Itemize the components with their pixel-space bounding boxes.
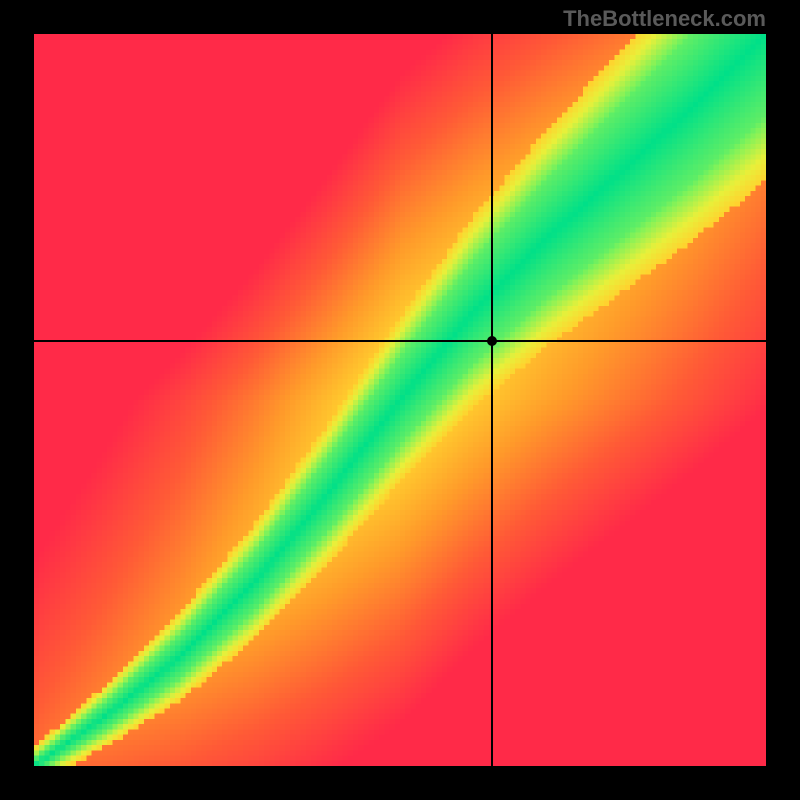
chart-container: TheBottleneck.com [0,0,800,800]
bottleneck-heatmap [34,34,766,766]
crosshair-vertical [491,34,493,766]
crosshair-horizontal [34,340,766,342]
selection-marker [487,336,497,346]
watermark-text: TheBottleneck.com [563,6,766,32]
